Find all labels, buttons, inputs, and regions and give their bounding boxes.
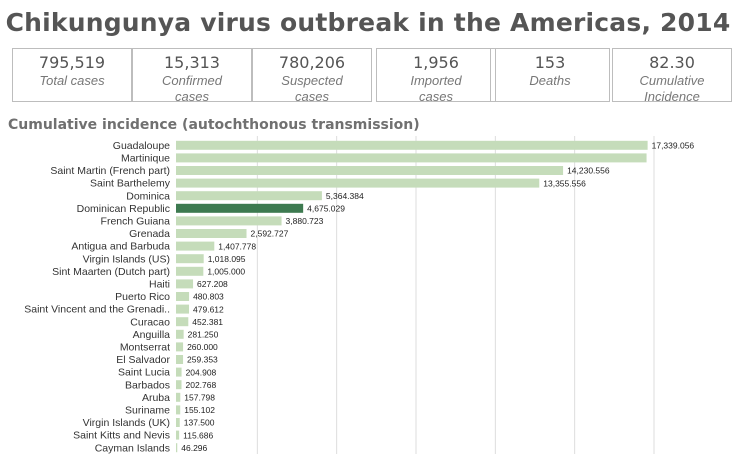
category-label: Anguilla [133, 329, 171, 341]
value-label: 137.500 [184, 418, 215, 428]
value-label: 202.768 [186, 380, 217, 390]
bar[interactable] [176, 367, 182, 377]
value-label: 281.250 [188, 330, 219, 340]
category-label: Grenada [129, 228, 170, 240]
stat-value: 15,313 [164, 53, 220, 72]
value-label: 479.612 [193, 304, 224, 314]
stat-imported-cases: 1,956 Imported cases [376, 48, 496, 104]
stat-label: Deaths [529, 73, 571, 88]
category-label: Saint Kitts and Nevis [73, 430, 170, 442]
value-label: 260.000 [187, 342, 218, 352]
bar[interactable] [176, 279, 194, 289]
value-label: 3,880.723 [286, 216, 324, 226]
bar[interactable] [176, 392, 181, 402]
category-label: Montserrat [120, 342, 170, 354]
bar[interactable] [176, 191, 322, 201]
bar[interactable] [176, 241, 215, 251]
stat-value: 153 [534, 53, 566, 72]
value-label: 5,364.384 [326, 191, 364, 201]
category-label: Suriname [125, 405, 170, 417]
value-label: 46.296 [181, 443, 207, 453]
category-label: Aruba [142, 392, 170, 404]
bar[interactable] [176, 140, 648, 150]
category-label: Guadaloupe [113, 140, 170, 152]
bar[interactable] [176, 342, 184, 352]
bar[interactable] [176, 216, 282, 226]
value-label: 157.798 [184, 393, 215, 403]
bar[interactable] [176, 266, 204, 276]
stat-value: 82.30 [649, 53, 695, 72]
bar[interactable] [176, 292, 190, 301]
category-label: Haiti [149, 279, 170, 291]
category-label: Martinique [121, 153, 170, 165]
category-label: Saint Vincent and the Grenadi.. [24, 304, 170, 316]
value-label: 14,230.556 [567, 166, 610, 176]
bar[interactable] [176, 418, 180, 427]
stat-value: 795,519 [38, 53, 106, 72]
value-label: 1,005.000 [207, 267, 245, 277]
bar[interactable] [176, 229, 247, 238]
bar[interactable] [176, 317, 189, 327]
bar[interactable] [176, 405, 181, 415]
category-label: Saint Barthelemy [90, 178, 171, 190]
category-label: Barbados [125, 379, 170, 391]
stat-suspected-cases: 780,206 Suspected cases [252, 48, 372, 104]
category-label: Saint Martin (French part) [50, 165, 170, 177]
value-label: 115.686 [183, 430, 213, 440]
category-label: Puerto Rico [115, 291, 170, 303]
category-label: Dominica [126, 190, 170, 202]
stat-label: Suspected cases [281, 73, 343, 104]
stat-label: Cumulative Incidence [639, 73, 705, 104]
value-label: 480.803 [193, 292, 224, 302]
bar[interactable] [176, 355, 184, 364]
category-label: Virgin Islands (UK) [83, 417, 170, 429]
category-label: Sint Maarten (Dutch part) [52, 266, 170, 278]
bar[interactable] [176, 166, 564, 175]
bar[interactable] [176, 254, 204, 264]
value-label: 13,355.556 [543, 178, 586, 188]
value-label: 155.102 [184, 405, 215, 415]
bar[interactable] [176, 329, 184, 339]
section-title: Cumulative incidence (autochthonous tran… [8, 117, 420, 133]
category-label: Dominican Republic [77, 203, 170, 215]
value-label: 204.908 [186, 367, 217, 377]
bar[interactable] [176, 380, 182, 390]
stat-cumulative-incidence: 82.30 Cumulative Incidence [612, 48, 732, 104]
category-label: Saint Lucia [118, 367, 170, 379]
stat-total-cases: 795,519 Total cases [12, 48, 132, 102]
category-label: Curacao [130, 316, 170, 328]
stat-label: Total cases [39, 73, 105, 88]
stat-confirmed-cases: 15,313 Confirmed cases [132, 48, 252, 104]
stat-label: Confirmed cases [162, 73, 222, 104]
category-label: Virgin Islands (US) [83, 253, 170, 265]
bar[interactable] [176, 430, 180, 440]
bar[interactable] [176, 304, 190, 314]
category-label: Antigua and Barbuda [71, 241, 170, 253]
bar[interactable] [176, 203, 304, 213]
value-label: 2,592.727 [251, 229, 289, 239]
stat-deaths: 153 Deaths [490, 48, 610, 102]
stat-value: 780,206 [278, 53, 346, 72]
bar[interactable] [176, 153, 647, 163]
value-label: 627.208 [197, 279, 228, 289]
bar[interactable] [176, 443, 178, 453]
bar[interactable] [176, 178, 540, 188]
value-label: 1,407.778 [218, 241, 256, 251]
value-label: 452.381 [192, 317, 223, 327]
value-label: 4,675.029 [307, 204, 345, 214]
stat-label: Imported cases [410, 73, 462, 104]
page-title: Chikungunya virus outbreak in the Americ… [5, 8, 731, 37]
value-label: 1,018.095 [208, 254, 246, 264]
category-label: Cayman Islands [95, 442, 170, 454]
value-label: 17,339.056 [652, 141, 695, 151]
value-label: 259.353 [187, 355, 218, 365]
category-label: French Guiana [101, 216, 171, 228]
stat-value: 1,956 [413, 53, 459, 72]
category-label: El Salvador [116, 354, 170, 366]
